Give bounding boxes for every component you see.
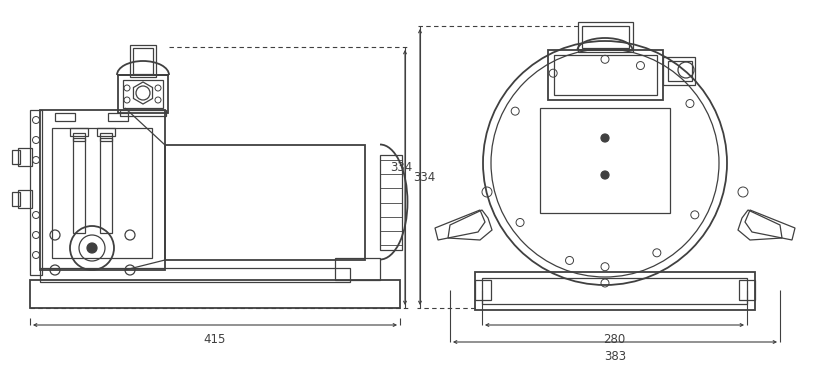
Bar bbox=[475, 272, 755, 310]
Bar bbox=[165, 145, 365, 260]
Bar bbox=[120, 110, 166, 116]
Bar bbox=[739, 280, 755, 300]
Bar bbox=[578, 22, 633, 52]
Circle shape bbox=[601, 171, 609, 179]
Bar bbox=[548, 50, 663, 100]
Bar bbox=[18, 190, 32, 208]
Bar bbox=[130, 45, 156, 77]
Bar bbox=[30, 280, 400, 308]
Circle shape bbox=[87, 243, 97, 253]
Bar bbox=[123, 80, 163, 108]
Text: 334: 334 bbox=[389, 161, 412, 174]
Bar bbox=[52, 128, 152, 258]
Bar bbox=[100, 133, 112, 141]
Bar bbox=[540, 108, 670, 213]
Bar bbox=[554, 55, 657, 95]
Bar bbox=[482, 278, 747, 304]
Bar bbox=[582, 26, 629, 48]
Bar bbox=[668, 61, 692, 81]
Bar bbox=[380, 155, 402, 250]
Bar bbox=[118, 75, 168, 113]
Bar bbox=[100, 138, 112, 233]
Bar bbox=[73, 133, 85, 141]
Bar bbox=[97, 128, 115, 136]
Bar bbox=[30, 110, 42, 275]
Bar bbox=[40, 110, 165, 270]
Bar bbox=[12, 192, 20, 206]
Bar bbox=[475, 280, 491, 300]
Bar bbox=[12, 150, 20, 164]
Bar bbox=[55, 113, 75, 121]
Text: 383: 383 bbox=[604, 350, 626, 363]
Bar bbox=[73, 138, 85, 233]
Bar bbox=[108, 113, 128, 121]
Circle shape bbox=[601, 134, 609, 142]
Bar bbox=[335, 258, 380, 280]
Text: 280: 280 bbox=[604, 333, 626, 346]
Text: 415: 415 bbox=[204, 333, 227, 346]
Bar bbox=[133, 48, 153, 74]
Bar bbox=[70, 128, 88, 136]
Bar bbox=[663, 57, 695, 85]
Bar bbox=[40, 268, 350, 282]
Text: 334: 334 bbox=[413, 171, 435, 184]
Bar bbox=[18, 148, 32, 166]
